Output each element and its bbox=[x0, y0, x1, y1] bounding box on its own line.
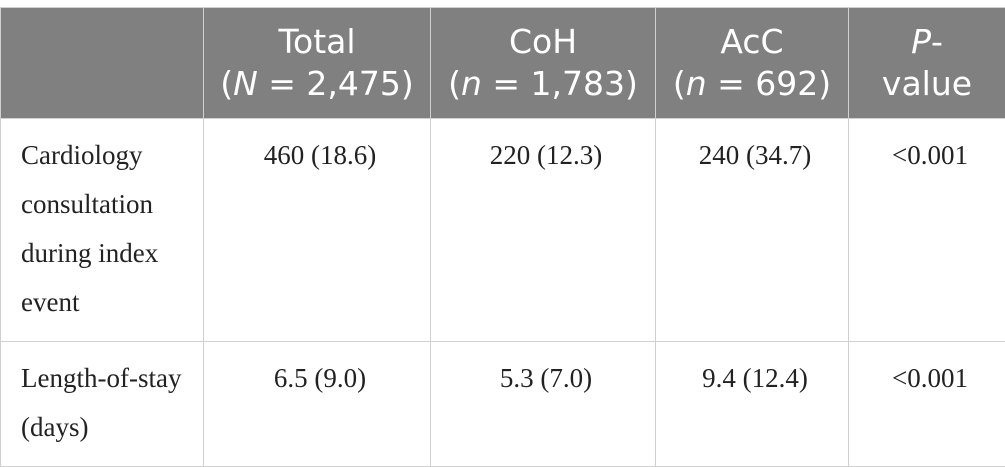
table-cell: 5.3 (7.0) bbox=[431, 342, 656, 467]
header-row: Total(N = 2,475)CoH(n = 1,783)AcC(n = 69… bbox=[1, 8, 1005, 119]
header-cell: AcC(n = 692) bbox=[656, 8, 849, 119]
header-text: = 692) bbox=[707, 64, 832, 103]
table-cell: 240 (34.7) bbox=[656, 119, 849, 342]
data-table: Total(N = 2,475)CoH(n = 1,783)AcC(n = 69… bbox=[0, 7, 1005, 467]
table-row: Length-of-stay (days)6.5 (9.0)5.3 (7.0)9… bbox=[1, 342, 1005, 467]
header-text: ( bbox=[220, 64, 233, 103]
row-label: Length-of-stay (days) bbox=[1, 342, 204, 467]
header-text: CoH bbox=[509, 22, 577, 61]
row-label: Cardiology consultation during index eve… bbox=[1, 119, 204, 342]
header-cell: Total(N = 2,475) bbox=[204, 8, 431, 119]
header-text: = 1,783) bbox=[482, 64, 638, 103]
header-text: n bbox=[686, 64, 707, 103]
header-text: AcC bbox=[720, 22, 783, 61]
header-text: P bbox=[911, 22, 931, 61]
header-cell: P-value bbox=[849, 8, 1005, 119]
header-cell bbox=[1, 8, 204, 119]
header-line: AcC bbox=[664, 21, 840, 63]
header-text: value bbox=[882, 64, 972, 103]
header-line: (n = 692) bbox=[664, 63, 840, 105]
table-cell: <0.001 bbox=[849, 342, 1005, 467]
table-cell: 6.5 (9.0) bbox=[204, 342, 431, 467]
header-text: Total bbox=[278, 22, 355, 61]
header-cell: CoH(n = 1,783) bbox=[431, 8, 656, 119]
header-line: (n = 1,783) bbox=[439, 63, 647, 105]
table-row: Cardiology consultation during index eve… bbox=[1, 119, 1005, 342]
header-text: = 2,475) bbox=[258, 64, 414, 103]
header-text: n bbox=[461, 64, 482, 103]
table-cell: <0.001 bbox=[849, 119, 1005, 342]
header-line: Total bbox=[212, 21, 422, 63]
table-cell: 460 (18.6) bbox=[204, 119, 431, 342]
header-text: ( bbox=[673, 64, 686, 103]
table-cell: 9.4 (12.4) bbox=[656, 342, 849, 467]
table-body: Cardiology consultation during index eve… bbox=[1, 119, 1005, 467]
header-line: CoH bbox=[439, 21, 647, 63]
table-cell: 220 (12.3) bbox=[431, 119, 656, 342]
header-line: P- bbox=[857, 21, 997, 63]
header-line: (N = 2,475) bbox=[212, 63, 422, 105]
header-text: ( bbox=[448, 64, 461, 103]
header-line: value bbox=[857, 63, 997, 105]
header-text: - bbox=[931, 22, 943, 61]
header-text: N bbox=[233, 64, 258, 103]
